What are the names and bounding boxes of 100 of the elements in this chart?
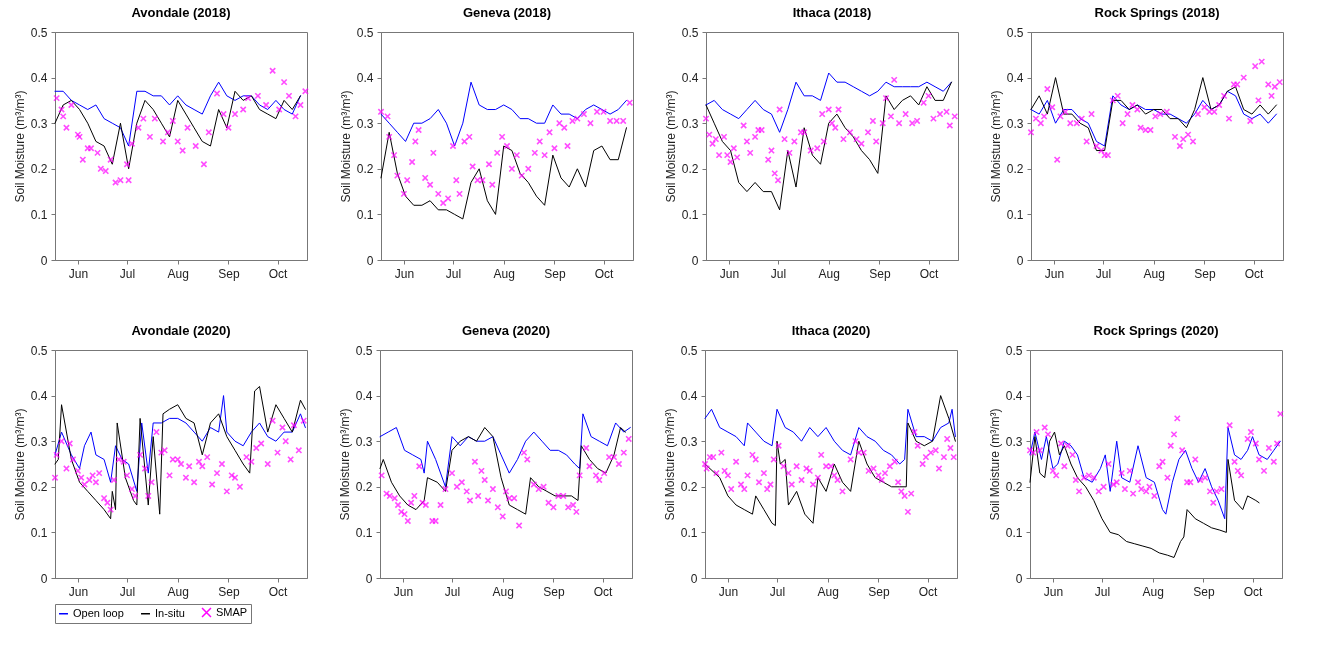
y-tick-label: 0 xyxy=(366,253,374,268)
point xyxy=(169,117,177,125)
x-tick-label: Oct xyxy=(268,266,289,281)
point xyxy=(292,112,299,120)
point xyxy=(415,462,423,470)
point xyxy=(448,469,456,477)
x-tick-label: Aug xyxy=(167,584,189,599)
point xyxy=(493,149,501,157)
point xyxy=(411,137,419,145)
x-tick-label: Jul xyxy=(444,584,461,599)
y-tick-label: 0.2 xyxy=(681,162,699,177)
point xyxy=(1113,478,1121,486)
point xyxy=(161,446,169,454)
x-tick-label: Sep xyxy=(544,266,566,281)
y-tick-label: 0.5 xyxy=(1005,343,1023,358)
y-tick-label: 0.5 xyxy=(680,343,698,358)
point xyxy=(205,128,213,136)
line-series xyxy=(1029,427,1281,520)
y-tick-label: 0.2 xyxy=(680,480,698,495)
point xyxy=(287,455,295,463)
line-series xyxy=(705,72,952,133)
point xyxy=(107,156,115,164)
point xyxy=(1078,115,1086,123)
point xyxy=(100,494,108,502)
y-tick-label: 0.3 xyxy=(1006,116,1024,131)
point xyxy=(81,481,88,488)
point xyxy=(166,471,173,479)
x-tick-label: Jun xyxy=(719,266,740,281)
point xyxy=(580,110,588,118)
point xyxy=(494,503,502,511)
y-tick-label: 0.2 xyxy=(30,480,48,495)
y-tick-label: 0 xyxy=(691,253,699,268)
point xyxy=(1178,446,1186,454)
point xyxy=(110,476,118,484)
y-tick-label: 0.4 xyxy=(30,71,48,86)
y-tick-label: 0.3 xyxy=(355,434,373,449)
point xyxy=(1194,110,1202,118)
point xyxy=(262,101,270,109)
y-tick-label: 0.1 xyxy=(1006,207,1024,222)
point xyxy=(600,469,608,477)
x-tick-label: Jul xyxy=(445,266,462,281)
line-series xyxy=(1029,431,1260,558)
point xyxy=(452,176,460,184)
point xyxy=(1114,92,1122,100)
line-series xyxy=(380,127,627,220)
x-tick-label: Jul xyxy=(1094,584,1111,599)
point xyxy=(712,135,720,143)
x-tick-label: Sep xyxy=(218,584,240,599)
y-tick-label: 0.2 xyxy=(1006,162,1024,177)
point xyxy=(1083,137,1091,145)
point xyxy=(1255,96,1262,104)
point xyxy=(463,487,471,495)
y-tick-label: 0.3 xyxy=(30,434,48,449)
point xyxy=(489,485,497,493)
y-tick-label: 0 xyxy=(365,571,373,586)
point xyxy=(746,149,754,157)
point xyxy=(213,469,221,477)
point xyxy=(1209,499,1217,507)
point xyxy=(890,76,898,84)
point xyxy=(573,115,581,123)
x-tick-label: Jun xyxy=(1043,584,1064,599)
line-series xyxy=(1030,90,1277,147)
y-tick-label: 0 xyxy=(690,571,698,586)
point xyxy=(385,133,393,141)
point xyxy=(831,124,839,132)
point xyxy=(1179,135,1187,143)
chart-title: Avondale (2020) xyxy=(131,323,231,338)
line-series xyxy=(704,408,956,465)
x-tick-label: Jun xyxy=(393,584,414,599)
point xyxy=(531,149,539,157)
point xyxy=(231,110,239,118)
point xyxy=(400,190,408,198)
y-tick-label: 0.4 xyxy=(356,71,374,86)
x-tick-label: Aug xyxy=(493,266,515,281)
point xyxy=(1057,112,1064,120)
y-tick-label: 0.2 xyxy=(30,162,48,177)
x-tick-label: Aug xyxy=(1143,266,1165,281)
point xyxy=(103,499,111,507)
point xyxy=(1095,487,1103,495)
point xyxy=(393,172,401,180)
x-tick-label: Oct xyxy=(594,266,615,281)
y-tick-label: 0.1 xyxy=(356,207,374,222)
point xyxy=(390,151,398,159)
point xyxy=(1137,124,1145,132)
line-series xyxy=(705,81,952,211)
x-tick-label: Aug xyxy=(167,266,189,281)
point xyxy=(1265,444,1273,452)
x-tick-label: Jul xyxy=(770,266,787,281)
point xyxy=(218,460,226,468)
point xyxy=(576,471,584,479)
y-tick-label: 0 xyxy=(1015,571,1023,586)
y-tick-label: 0.4 xyxy=(681,71,699,86)
point xyxy=(720,133,728,141)
y-tick-label: 0.1 xyxy=(30,525,48,540)
x-tick-label: Oct xyxy=(593,584,614,599)
point xyxy=(384,112,391,120)
point xyxy=(1220,92,1228,100)
y-tick-label: 0 xyxy=(1016,253,1024,268)
point xyxy=(895,119,903,127)
y-axis-title: Soil Moisture (m³/m³) xyxy=(663,90,678,203)
